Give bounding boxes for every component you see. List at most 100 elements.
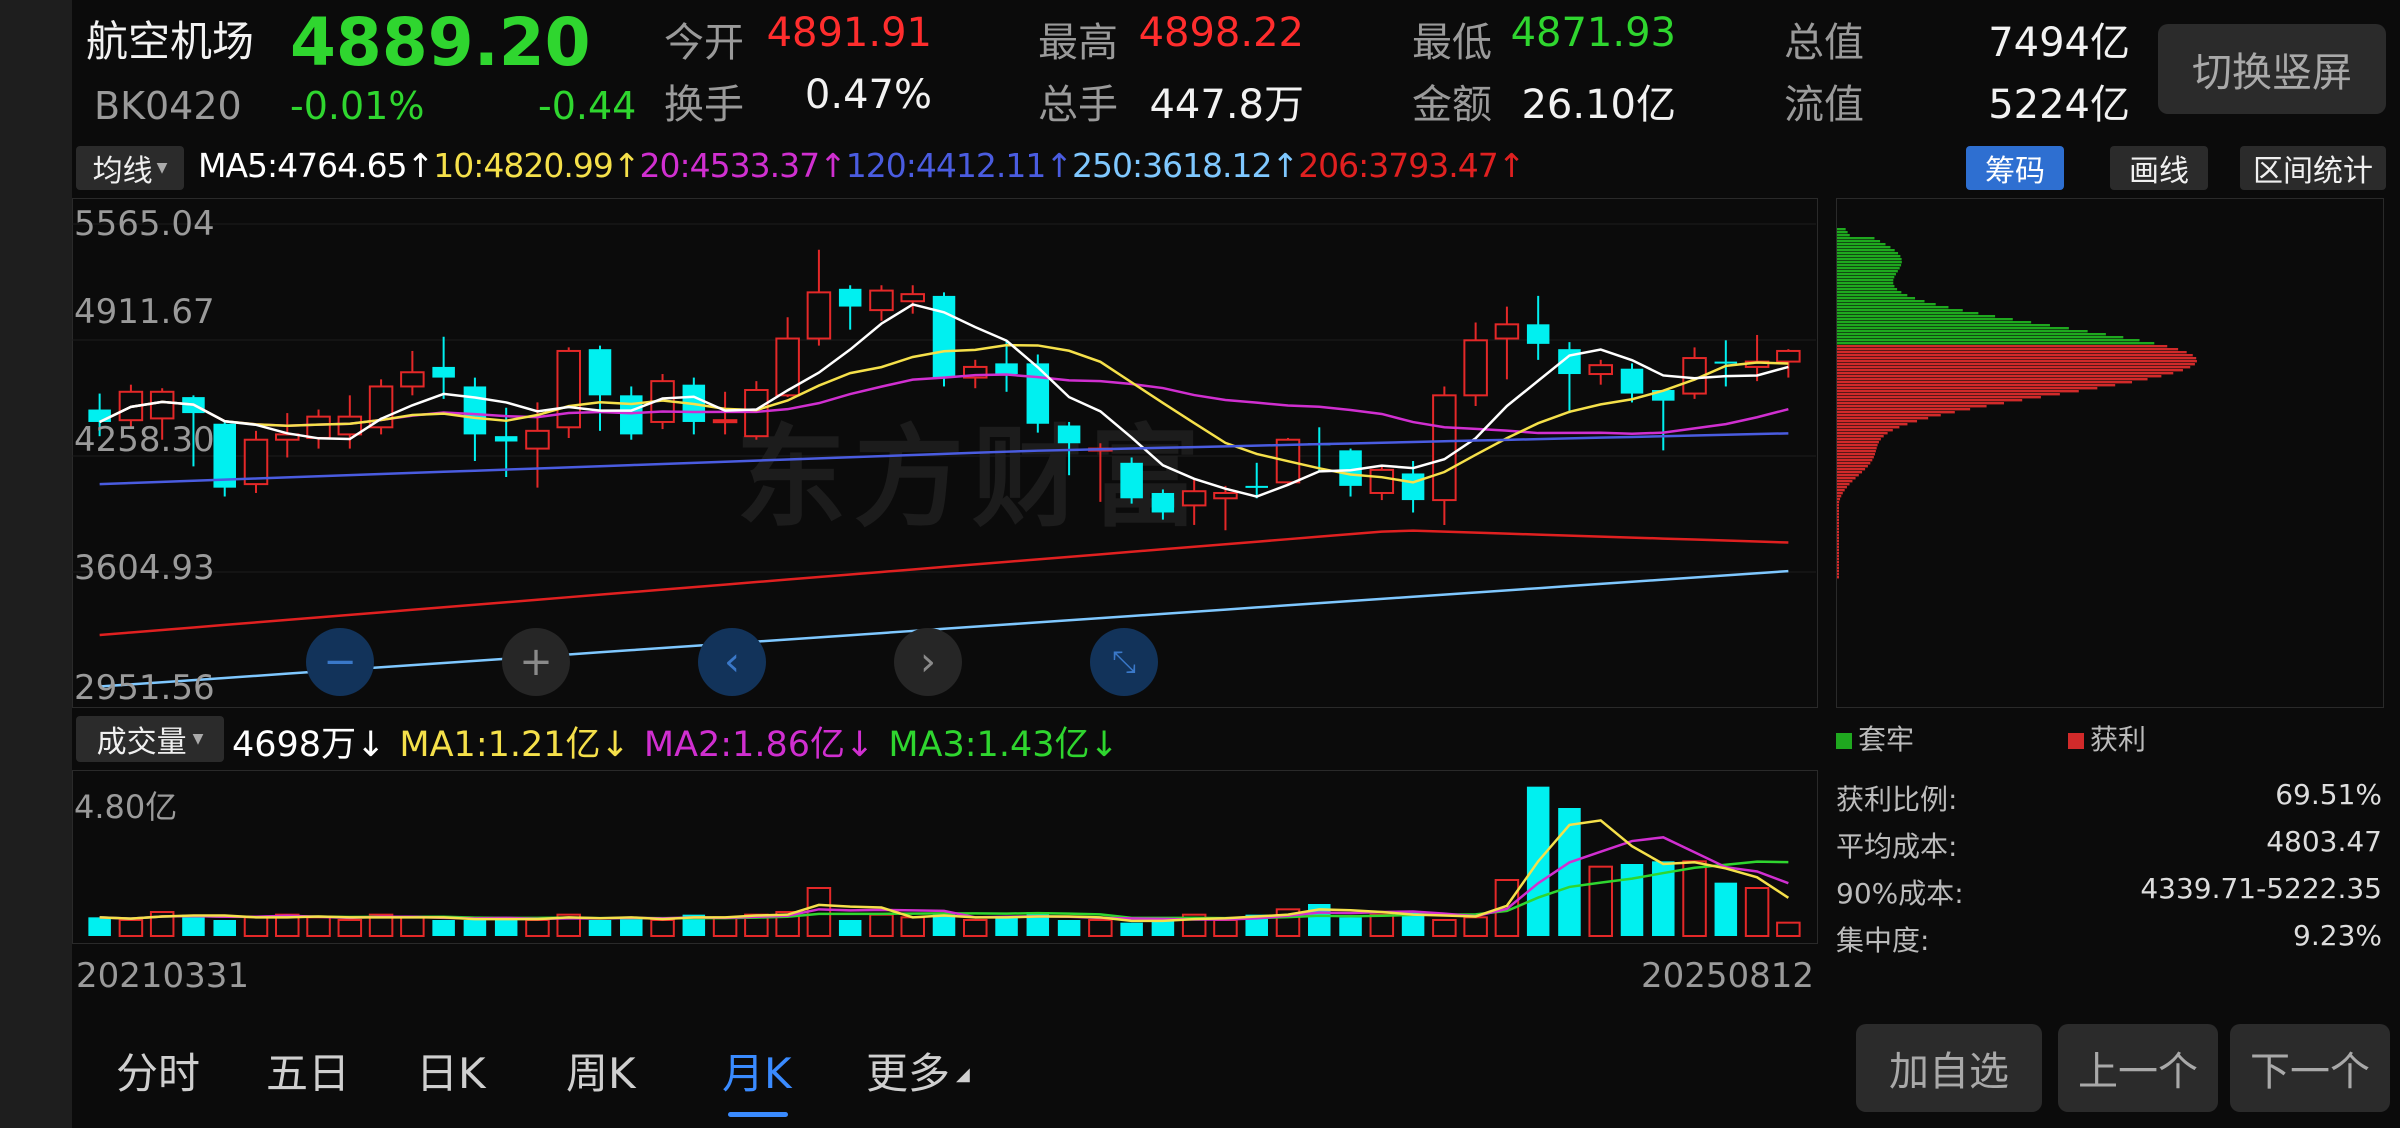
chip-bar xyxy=(1837,468,1866,471)
candle xyxy=(869,285,894,321)
volume-bar xyxy=(1620,864,1644,936)
chip-bar xyxy=(1837,261,1902,264)
volume-bar xyxy=(1401,912,1425,936)
period-tab[interactable]: 月K xyxy=(722,1049,792,1098)
chip-bar xyxy=(1837,363,2195,366)
candle-body xyxy=(1026,363,1050,424)
chip-bar xyxy=(1837,273,1896,276)
profit-swatch xyxy=(2068,733,2084,749)
end-date: 20250812 xyxy=(1640,956,1814,996)
kline-panel xyxy=(72,198,1818,708)
candle xyxy=(1120,457,1143,504)
kline-chart[interactable] xyxy=(72,198,1816,706)
bottom-action-button[interactable]: 上一个 xyxy=(2058,1024,2218,1112)
candle-body xyxy=(1181,490,1207,507)
chevron-right-icon: › xyxy=(920,639,936,685)
chip-bar xyxy=(1837,522,1839,525)
volume-bar xyxy=(1181,913,1207,938)
candle xyxy=(1308,427,1331,472)
volume-bar xyxy=(1588,865,1613,937)
ma-value: 206:3793.47↑ xyxy=(1298,146,1525,185)
candle-body xyxy=(463,386,487,435)
candle-body xyxy=(1369,468,1395,494)
period-tab[interactable]: 更多 xyxy=(866,1049,951,1098)
price-axis-label: 3604.93 xyxy=(74,548,215,588)
legend-trapped: 套牢 xyxy=(1836,718,1914,758)
candle xyxy=(588,345,612,431)
volume-bar xyxy=(1245,914,1268,936)
zoom-in-button[interactable]: + xyxy=(502,628,570,696)
chip-bar xyxy=(1837,474,1859,477)
volume-bar xyxy=(1744,887,1770,937)
ma-value: 250:3618.12↑ xyxy=(1071,146,1299,185)
ma-value: 120:4412.11↑ xyxy=(845,146,1073,185)
chip-bar xyxy=(1837,453,1875,456)
volume-bar xyxy=(118,919,144,937)
bottom-action-button[interactable]: 加自选 xyxy=(1856,1024,2042,1112)
switch-portrait-button[interactable]: 切换竖屏 xyxy=(2158,24,2386,114)
zoom-out-button[interactable]: − xyxy=(306,628,374,696)
indicator-tab[interactable]: 筹码 xyxy=(1966,146,2064,190)
stat-label: 总值 xyxy=(1784,20,1864,66)
chip-bar xyxy=(1837,456,1874,459)
chip-bar xyxy=(1837,561,1839,564)
price-axis-label: 2951.56 xyxy=(74,668,215,708)
reset-zoom-button[interactable]: ⤡ xyxy=(1090,628,1158,696)
chip-stat-value: 4339.71-5222.35 xyxy=(2140,872,2382,905)
chip-bar xyxy=(1837,489,1845,492)
chip-bar xyxy=(1837,399,2023,402)
stat-value: 5224亿 xyxy=(1988,82,2130,128)
volume-bar xyxy=(1026,912,1050,936)
volume-chart[interactable] xyxy=(72,770,1816,942)
volume-selector[interactable]: 成交量 ▼ xyxy=(76,716,224,762)
chip-bar xyxy=(1837,357,2197,360)
period-tab[interactable]: 周K xyxy=(566,1049,636,1098)
ma5-line xyxy=(99,303,1789,498)
chip-bar xyxy=(1837,483,1850,486)
chip-bar xyxy=(1837,243,1886,246)
candle-body xyxy=(1120,462,1143,499)
chip-bar xyxy=(1837,414,1941,417)
chip-bar xyxy=(1837,351,2187,354)
chip-bar xyxy=(1837,558,1839,561)
bottom-action-button[interactable]: 下一个 xyxy=(2230,1024,2390,1112)
chip-bar xyxy=(1837,387,2098,390)
candle-body xyxy=(1463,339,1488,397)
chip-bar xyxy=(1837,348,2179,351)
trapped-swatch xyxy=(1836,733,1852,749)
ma-value: 20:4533.37↑ xyxy=(639,146,847,185)
candle xyxy=(1652,390,1675,451)
candle-body xyxy=(775,337,800,397)
period-tab[interactable]: 日K xyxy=(416,1049,486,1098)
ma-selector[interactable]: 均线 ▼ xyxy=(76,146,184,190)
period-tab[interactable]: 分时 xyxy=(116,1049,201,1098)
candle-body xyxy=(1245,485,1268,488)
indicator-tab[interactable]: 画线 xyxy=(2110,146,2208,190)
period-tab[interactable]: 五日 xyxy=(266,1049,351,1098)
change-value: -0.44 xyxy=(538,84,637,128)
chip-bar xyxy=(1837,297,1916,300)
candle-body xyxy=(620,395,643,435)
pan-left-button[interactable]: ‹ xyxy=(698,628,766,696)
chip-stat-value: 69.51% xyxy=(2275,778,2382,811)
candle-body xyxy=(149,390,175,420)
candle-body xyxy=(1401,473,1425,501)
chip-bar xyxy=(1837,396,2041,399)
stat-label: 换手 xyxy=(664,82,744,128)
volume-bar xyxy=(1558,808,1581,936)
candle xyxy=(806,249,832,346)
candle-body xyxy=(1526,324,1550,344)
chip-bar xyxy=(1837,393,2060,396)
candle xyxy=(400,350,425,396)
indicator-tab[interactable]: 区间统计 xyxy=(2240,146,2386,190)
chip-bar xyxy=(1837,285,1895,288)
chip-bar xyxy=(1837,390,2079,393)
volume-bar xyxy=(1369,913,1395,938)
pan-right-button[interactable]: › xyxy=(894,628,962,696)
chip-bar xyxy=(1837,537,1839,540)
chip-bar xyxy=(1837,246,1891,249)
ma-values: MA5:4764.65↑10:4820.99↑20:4533.37↑120:44… xyxy=(198,146,1525,185)
candle-body xyxy=(1432,394,1457,502)
left-edge-strip xyxy=(0,0,72,1128)
candle-body xyxy=(900,293,925,303)
